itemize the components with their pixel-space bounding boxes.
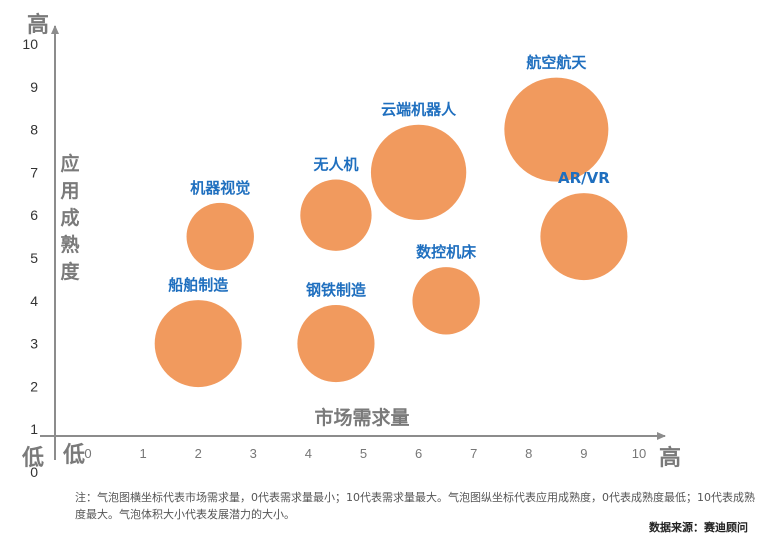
x-tick-label: 0 — [84, 446, 91, 461]
x-tick-label: 4 — [305, 446, 312, 461]
y-tick-label: 10 — [22, 36, 38, 52]
y-tick-label: 3 — [30, 336, 38, 352]
x-tick-label: 6 — [415, 446, 422, 461]
y-tick-label: 7 — [30, 164, 38, 180]
bubble — [540, 193, 628, 281]
y-axis-title-char: 用 — [60, 180, 79, 202]
x-tick-label: 5 — [360, 446, 367, 461]
bubble — [154, 300, 242, 388]
y-axis-title-char: 应 — [60, 152, 79, 175]
x-tick-label: 3 — [250, 446, 257, 461]
y-axis-title-char: 成 — [60, 206, 79, 229]
x-tick-label: 10 — [632, 446, 646, 461]
x-tick-label: 2 — [195, 446, 202, 461]
bubble-label: 钢铁制造 — [306, 281, 366, 299]
x-axis-title: 市场需求量 — [314, 406, 409, 429]
x-tick-label: 8 — [525, 446, 532, 461]
bubble — [297, 305, 375, 383]
y-tick-label: 4 — [30, 293, 38, 309]
data-source: 数据来源：赛迪顾问 — [649, 521, 748, 534]
x-axis-low-label: 低 — [62, 443, 85, 468]
bubble-label: 云端机器人 — [381, 101, 457, 119]
bubble-label: AR/VR — [558, 169, 610, 187]
x-axis-high-label: 高 — [659, 445, 681, 471]
bubble — [504, 77, 609, 182]
bubble — [186, 202, 254, 271]
y-tick-label: 5 — [30, 250, 38, 266]
bubble-label: 航空航天 — [526, 54, 587, 72]
bubble — [412, 267, 480, 335]
axis-captions: 市场需求量应用成熟度高高低低 — [21, 12, 681, 471]
chart-note: 注：气泡图横坐标代表市场需求量，0代表需求量最小；10代表需求量最大。气泡图纵坐… — [75, 491, 755, 521]
x-tick-label: 1 — [139, 446, 146, 461]
x-tick-label: 9 — [580, 446, 587, 461]
y-tick-label: 0 — [30, 464, 38, 480]
y-tick-label: 2 — [30, 378, 38, 394]
y-axis-title-char: 熟 — [60, 233, 79, 256]
y-tick-label: 1 — [30, 421, 38, 437]
bubble-label: 无人机 — [312, 156, 358, 174]
y-tick-label: 9 — [30, 79, 38, 95]
y-tick-label: 8 — [30, 122, 38, 138]
y-axis-title-char: 度 — [60, 260, 80, 283]
bubbles — [154, 77, 628, 388]
y-axis-low-label: 低 — [21, 446, 44, 471]
bubble-label: 机器视觉 — [190, 179, 250, 197]
x-tick-label: 7 — [470, 446, 477, 461]
tick-labels: 0 1 2 3 4 5 6 7 8 9 10 0 1 2 3 4 5 6 7 8 9 10 — [22, 36, 646, 480]
axes — [40, 25, 666, 460]
bubble — [370, 124, 467, 221]
bubble-label: 数控机床 — [416, 243, 477, 261]
y-tick-label: 6 — [30, 207, 38, 223]
bubble — [300, 179, 372, 251]
y-axis-high-label: 高 — [27, 12, 49, 38]
bubble-label: 船舶制造 — [168, 276, 228, 294]
